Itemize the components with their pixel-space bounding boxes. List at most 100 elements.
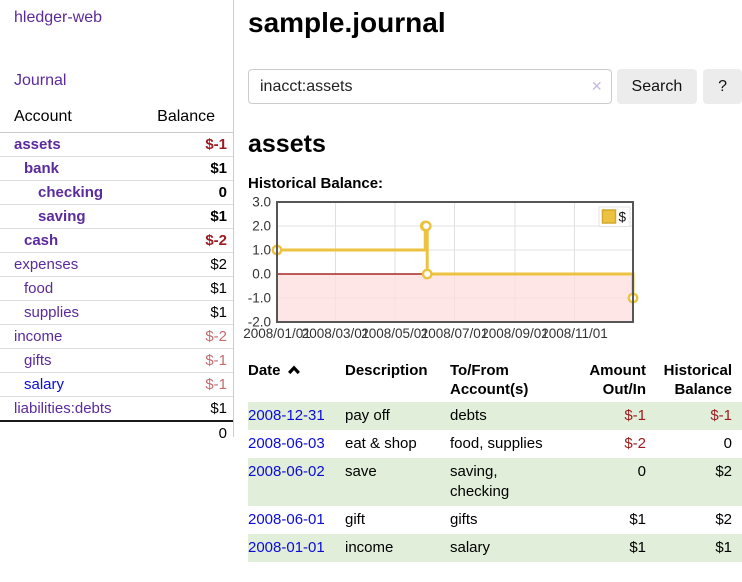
accounts-total-balance: 0 [138,420,233,445]
transaction-amount: $1 [629,539,646,556]
account-row: salary $-1 [0,372,233,397]
svg-text:2008/05/01: 2008/05/01 [361,326,429,341]
account-row: liabilities:debts $1 [0,396,233,421]
nav-journal-link[interactable]: Journal [14,72,67,89]
account-balance: $1 [210,304,227,321]
svg-text:1.0: 1.0 [252,243,271,258]
account-link[interactable]: bank [24,160,60,177]
account-balance: $1 [210,208,227,225]
transaction-accounts: salary [450,539,491,556]
account-link[interactable]: checking [38,184,104,201]
svg-text:$: $ [619,210,627,225]
svg-text:2.0: 2.0 [252,219,271,234]
transaction-description: eat & shop [345,435,417,452]
account-link[interactable]: liabilities:debts [14,400,112,417]
account-balance: $-1 [205,376,227,393]
register-header-balance: Historical Balance [663,362,732,398]
transaction-balance: $-1 [710,407,732,424]
account-balance: $1 [210,280,227,297]
account-link[interactable]: gifts [24,352,52,369]
account-link[interactable]: food [24,280,54,297]
svg-text:2008/07/01: 2008/07/01 [421,326,489,341]
transaction-amount: $1 [629,511,646,528]
register-row: 2008-12-31 pay off debts $-1 $-1 [248,402,742,430]
transaction-date-link[interactable]: 2008-06-02 [248,463,325,480]
account-row: saving $1 [0,204,233,229]
transaction-accounts: saving, checking [450,463,510,500]
transaction-date-link[interactable]: 2008-01-01 [248,539,325,556]
account-link[interactable]: assets [14,136,61,153]
svg-text:2008/11/01: 2008/11/01 [541,326,608,341]
transaction-description: save [345,463,377,480]
register-row: 2008-01-01 income salary $1 $1 [248,534,742,562]
transaction-amount: 0 [637,463,646,480]
svg-text:2008/01/01: 2008/01/01 [243,326,311,341]
svg-text:3.0: 3.0 [252,195,271,210]
search-bar: ✕ Search ? [248,69,742,104]
account-link[interactable]: saving [38,208,86,225]
account-row: bank $1 [0,156,233,181]
transaction-accounts: gifts [450,511,478,528]
brand-link[interactable]: hledger-web [14,9,103,26]
register-row: 2008-06-02 save saving, checking 0 $2 [248,458,742,506]
transaction-balance: $1 [715,539,732,556]
account-link[interactable]: cash [24,232,59,249]
account-balance: $-1 [205,136,227,153]
sidebar: hledger-web Journal Account Balance asse… [0,0,233,445]
account-row: income $-2 [0,324,233,349]
account-row: expenses $2 [0,252,233,277]
accounts-header-balance: Balance [138,106,233,133]
transaction-balance: $2 [715,463,732,480]
account-row: gifts $-1 [0,348,233,373]
accounts-body: assets $-1 bank $1 checking 0 saving $1 cash $-2 e… [0,132,233,445]
clear-search-icon[interactable]: ✕ [590,78,603,94]
account-row: assets $-1 [0,132,233,157]
register-row: 2008-06-01 gift gifts $1 $2 [248,506,742,534]
register-header-date[interactable]: Date [248,359,345,402]
account-balance: $1 [210,400,227,417]
svg-text:-1.0: -1.0 [248,291,271,306]
account-row: food $1 [0,276,233,301]
svg-text:-2.0: -2.0 [248,315,271,330]
accounts-total-row: 0 [0,420,233,445]
account-link[interactable]: salary [24,376,65,393]
transaction-description: gift [345,511,366,528]
accounts-header-account: Account [0,106,139,133]
help-button[interactable]: ? [703,69,742,104]
account-balance: $-2 [205,232,227,249]
transaction-date-link[interactable]: 2008-12-31 [248,407,325,424]
main-content: sample.journal ✕ Search ? assets Histori… [243,0,742,562]
search-button[interactable]: Search [616,69,698,104]
account-balance: $2 [210,256,227,273]
transaction-accounts: debts [450,407,487,424]
sidebar-divider [233,0,234,437]
register-table: Date Description To/From Account(s) Amou… [248,359,742,562]
register-body: 2008-12-31 pay off debts $-1 $-1 2008-06-03 ea… [248,402,742,562]
transaction-balance: $2 [715,511,732,528]
register-header-accounts: To/From Account(s) [450,362,529,398]
transaction-description: pay off [345,407,390,424]
page-title: sample.journal [248,7,446,38]
account-link[interactable]: income [14,328,63,345]
account-row: checking 0 [0,180,233,205]
register-header-description: Description [345,362,428,379]
register-row: 2008-06-03 eat & shop food, supplies $-2 0 [248,430,742,458]
historical-balance-chart[interactable]: 3.0 2.0 1.0 0.0 -1.0 -2.0 2008/01/01 2008/03/01… [243,195,742,345]
transaction-balance: 0 [723,435,732,452]
account-balance: 0 [218,184,227,201]
account-balance: $-1 [205,352,227,369]
search-input[interactable] [248,69,612,104]
historical-balance-label: Historical Balance: [248,175,384,192]
transaction-date-link[interactable]: 2008-06-01 [248,511,325,528]
transaction-amount: $-1 [624,407,646,424]
account-link[interactable]: supplies [24,304,80,321]
register-header-amount: Amount Out/In [589,362,646,398]
transaction-date-link[interactable]: 2008-06-03 [248,435,325,452]
transaction-description: income [345,539,394,556]
account-heading: assets [248,130,326,158]
account-balance: $-2 [205,328,227,345]
account-link[interactable]: expenses [14,256,79,273]
transaction-accounts: food, supplies [450,435,543,452]
svg-text:2008/03/01: 2008/03/01 [302,326,370,341]
account-row: supplies $1 [0,300,233,325]
